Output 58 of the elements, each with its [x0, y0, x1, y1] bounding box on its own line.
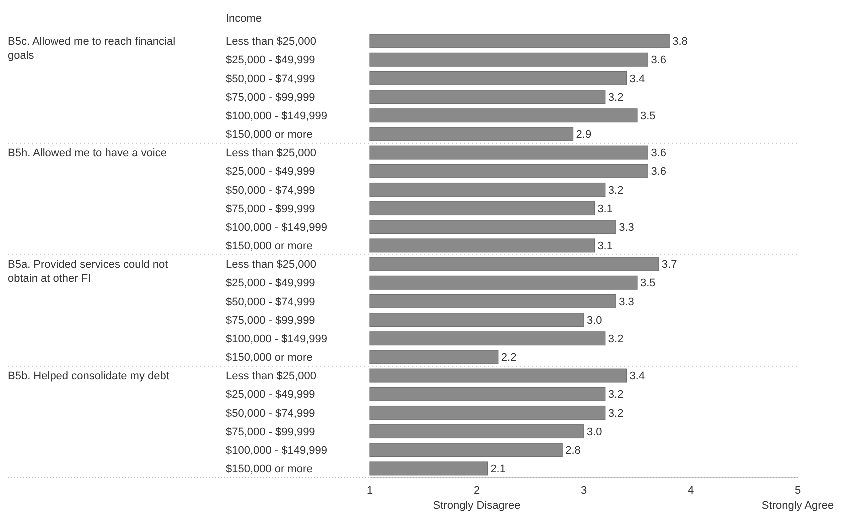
data-label: 3.3 — [619, 296, 634, 308]
y-tick-label: $50,000 - $74,999 — [226, 408, 316, 420]
x-tick-label: 5 Strongly Agree — [762, 485, 834, 512]
y-tick-label: $25,000 - $49,999 — [226, 54, 316, 67]
y-tick-label: Less than $25,000 — [226, 259, 317, 272]
data-label: 3.4 — [630, 73, 646, 86]
y-tick-label: $150,000 or more — [226, 240, 313, 253]
data-label: 2.2 — [501, 352, 517, 364]
text: B5h. Allowed me to have a voice — [8, 148, 167, 160]
y-tick-label: $100,000 - $149,999 — [226, 444, 328, 457]
y-tick-label: Less than $25,000 — [226, 370, 317, 383]
y-tick-label: $100,000 - $149,999 — [226, 333, 328, 346]
data-label: 3.5 — [640, 278, 656, 290]
y-tick-label: $25,000 - $49,999 — [226, 166, 316, 178]
x-tick-label: 3 — [580, 485, 588, 497]
y-tick-label: $150,000 or more — [226, 464, 313, 476]
data-label: 3.6 — [651, 166, 666, 178]
data-label: 3.7 — [662, 259, 678, 272]
text: B5a. Provided services could not obtain at other FI — [8, 259, 168, 286]
data-label: 3.0 — [587, 314, 602, 327]
data-label: 3.2 — [608, 333, 624, 346]
y-tick-label: $75,000 - $99,999 — [226, 92, 316, 104]
text: B5b. Helped consolidate my debt — [8, 370, 170, 383]
y-tick-label: $75,000 - $99,999 — [226, 426, 316, 438]
data-label: 3.8 — [672, 36, 688, 48]
y-tick-label: $25,000 - $49,999 — [226, 389, 316, 402]
data-label: 3.2 — [608, 92, 624, 104]
data-label: 3.1 — [598, 240, 613, 253]
y-tick-label: Less than $25,000 — [226, 36, 317, 48]
data-label: 2.8 — [566, 444, 581, 457]
x-tick-label: 2 Strongly Disagree — [433, 485, 521, 512]
data-label: 3.0 — [587, 426, 602, 438]
data-label: 2.1 — [490, 464, 506, 476]
y-tick-label: $50,000 - $74,999 — [226, 184, 316, 197]
data-label: 3.6 — [651, 54, 666, 67]
y-tick-label: $100,000 - $149,999 — [226, 222, 328, 234]
data-label: 2.9 — [576, 129, 592, 142]
x-tick-label: 4 — [688, 485, 694, 497]
data-label: 3.3 — [619, 222, 634, 234]
data-label: 3.2 — [608, 184, 624, 197]
y-tick-label: $75,000 - $99,999 — [226, 314, 316, 327]
data-label: 3.2 — [608, 389, 624, 402]
x-tick-label: 1 — [366, 485, 374, 497]
data-label: 3.6 — [651, 148, 666, 160]
data-label: 3.2 — [608, 408, 624, 420]
y-axis-title: Income — [226, 13, 262, 25]
y-tick-label: $150,000 or more — [226, 129, 313, 142]
y-tick-label: Less than $25,000 — [226, 148, 317, 160]
data-label: 3.5 — [640, 110, 656, 122]
y-tick-label: $100,000 - $149,999 — [226, 110, 328, 122]
y-tick-label: $25,000 - $49,999 — [226, 278, 316, 290]
y-tick-label: $75,000 - $99,999 — [226, 203, 316, 216]
y-tick-label: $50,000 - $74,999 — [226, 296, 316, 308]
data-label: 3.1 — [598, 203, 613, 216]
data-label: 3.4 — [630, 370, 646, 383]
text: B5c. Allowed me to reach financial goals — [8, 36, 176, 62]
y-tick-label: $150,000 or more — [226, 352, 313, 364]
y-tick-label: $50,000 - $74,999 — [226, 73, 316, 86]
